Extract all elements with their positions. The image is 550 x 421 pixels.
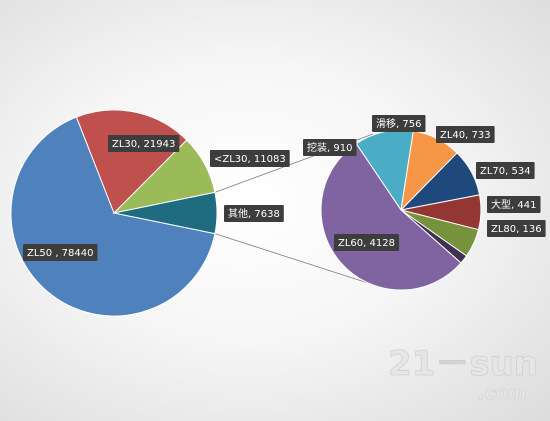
pie-slice-zl50 — [10, 116, 216, 317]
data-label-lt-zl30: <ZL30, 11083 — [214, 154, 286, 165]
data-label-zl70: ZL70, 534 — [480, 166, 531, 177]
data-label-zl80: ZL80, 136 — [491, 224, 542, 235]
secondary-pie — [320, 129, 482, 291]
watermark-main-text: 21－sun — [388, 344, 538, 384]
data-label-lt-zl30-box — [210, 150, 290, 167]
data-labels: ZL50 , 78440 ZL30, 21943 <ZL30, 11083 其他, 7… — [23, 115, 546, 261]
connector-line-bottom — [214, 233, 372, 285]
data-label-zl60: ZL60, 4128 — [338, 238, 395, 249]
data-label-other: 其他, 7638 — [228, 207, 280, 220]
pie-slice-other — [113, 191, 218, 235]
data-label-daxing: 大型, 441 — [491, 198, 536, 211]
data-label-daxing-box — [487, 196, 541, 213]
data-label-wazhuang: 挖装, 910 — [307, 141, 352, 154]
data-label-zl40-box — [436, 126, 495, 143]
data-label-other-box — [224, 205, 284, 222]
pie-slice-zl60 — [320, 142, 462, 291]
data-label-huayi-box — [372, 115, 426, 132]
watermark-sub-text: .com — [478, 383, 527, 404]
data-label-zl60-box — [334, 234, 399, 251]
data-label-huayi: 滑移, 756 — [376, 117, 421, 130]
data-label-zl80-box — [487, 220, 546, 237]
data-label-zl70-box — [476, 162, 535, 179]
data-label-zl30-box — [108, 135, 180, 152]
data-label-zl40: ZL40, 733 — [440, 130, 491, 141]
data-label-zl50-box — [23, 244, 98, 261]
data-label-zl50: ZL50 , 78440 — [27, 248, 94, 259]
data-label-wazhuang-box — [303, 139, 357, 156]
watermark: 21－sun .com — [388, 344, 539, 405]
data-label-zl30: ZL30, 21943 — [112, 139, 175, 150]
